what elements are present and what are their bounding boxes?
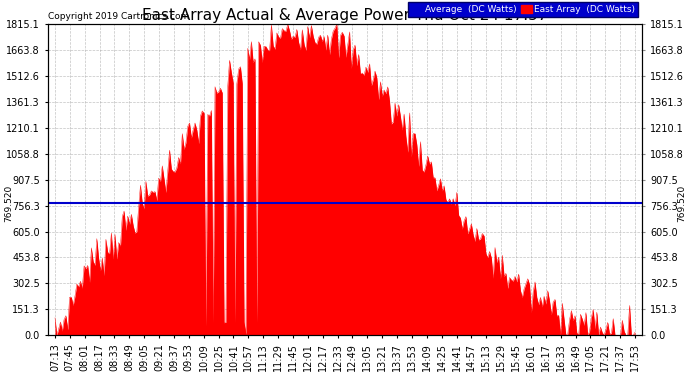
Legend: Average  (DC Watts), East Array  (DC Watts): Average (DC Watts), East Array (DC Watts… <box>408 2 638 17</box>
Text: 769.520: 769.520 <box>4 185 13 222</box>
Title: East Array Actual & Average Power Thu Oct 24 17:57: East Array Actual & Average Power Thu Oc… <box>142 8 548 23</box>
Text: 769.520: 769.520 <box>677 185 686 222</box>
Text: Copyright 2019 Cartronics.com: Copyright 2019 Cartronics.com <box>48 12 189 21</box>
